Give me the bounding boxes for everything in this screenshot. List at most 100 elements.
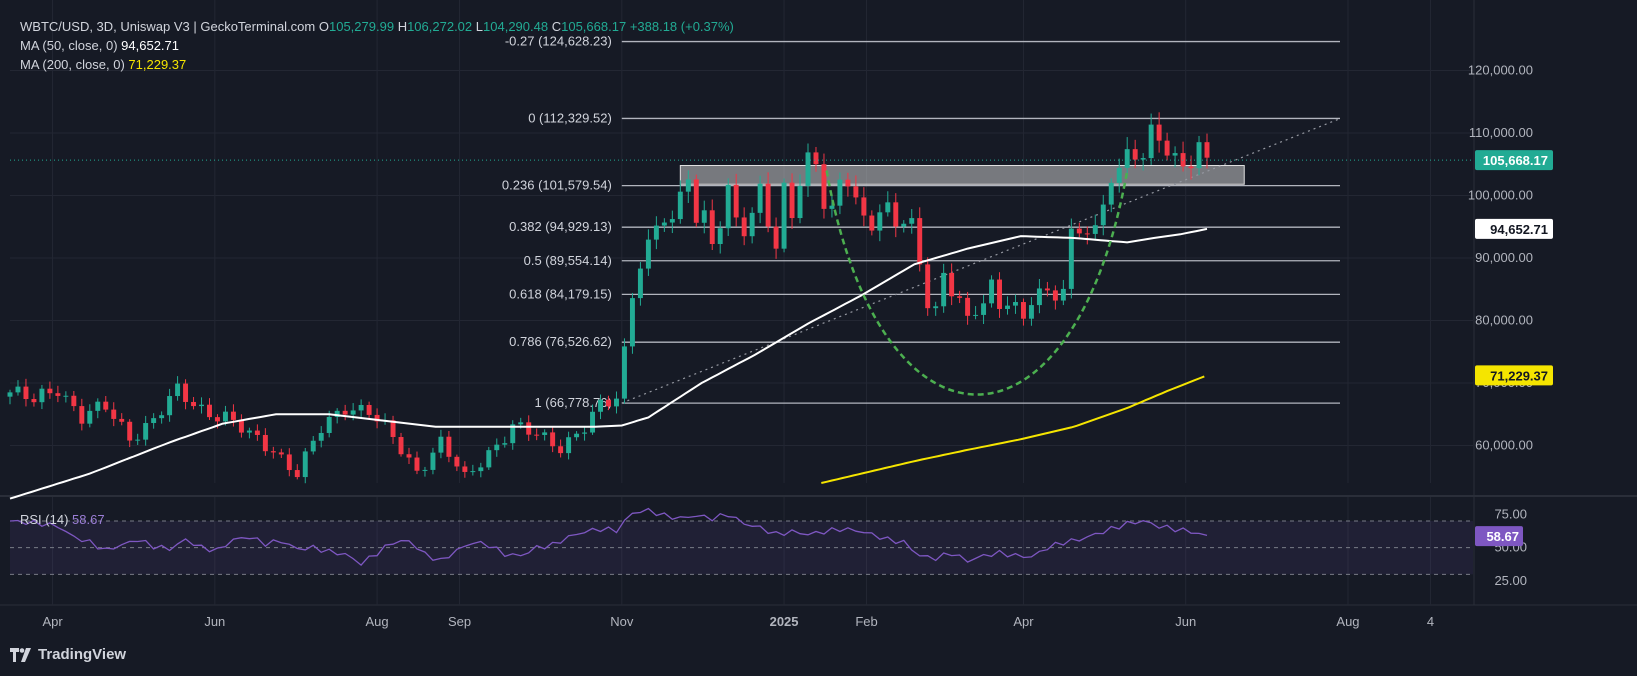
ma200-value: 71,229.37 — [128, 57, 187, 72]
candle-body — [733, 184, 739, 218]
candle-body — [1132, 149, 1138, 160]
candle-body — [366, 404, 372, 415]
candle-body — [183, 383, 189, 402]
candle-body — [414, 457, 420, 471]
candle-body — [917, 218, 923, 265]
price-axis-tick: 90,000.00 — [1475, 250, 1533, 265]
candle-body — [191, 401, 197, 407]
candle-body — [941, 272, 947, 307]
candle-body — [63, 395, 69, 397]
candle-body — [893, 202, 899, 227]
rsi-legend[interactable]: RSI (14) 58.67 — [20, 512, 105, 527]
candle-body — [262, 434, 268, 452]
candle-body — [781, 182, 787, 249]
candle-body — [957, 296, 963, 298]
time-axis-tick: Sep — [448, 614, 471, 629]
candle-body — [518, 422, 524, 425]
candle-body — [1204, 142, 1210, 158]
candle-body — [302, 451, 308, 478]
candle-body — [222, 411, 228, 422]
open-label: O — [318, 19, 329, 34]
high-label: H — [397, 19, 408, 34]
fib-level-label: 0.382 (94,929.13) — [509, 219, 612, 234]
ma50-legend[interactable]: MA (50, close, 0) 94,652.71 — [20, 38, 179, 53]
resistance-zone — [679, 165, 1245, 185]
candle-body — [566, 437, 572, 454]
candle-body — [1124, 149, 1130, 168]
last-price-badge-bg — [1475, 150, 1553, 171]
candle-body — [997, 279, 1002, 309]
fib-level-label: 0.236 (101,579.54) — [502, 178, 612, 193]
candle-body — [677, 191, 683, 220]
candle-body — [805, 152, 811, 186]
candle-body — [1180, 153, 1186, 167]
candle-body — [629, 298, 635, 347]
ma200-badge: 71,229.37 — [1475, 365, 1553, 386]
candle-body — [310, 440, 316, 452]
candle-body — [1140, 158, 1146, 160]
candle-body — [1060, 288, 1066, 301]
candle-body — [821, 164, 827, 209]
candle-body — [79, 406, 85, 424]
candle-body — [989, 279, 995, 304]
time-axis-tick: Nov — [610, 614, 634, 629]
candle-body — [254, 430, 260, 435]
price-axis-tick: 60,000.00 — [1475, 438, 1533, 453]
tradingview-logo[interactable]: TradingView — [10, 646, 126, 663]
ma50-value: 94,652.71 — [121, 38, 180, 53]
ma50-line — [9, 227, 1208, 500]
ma200-legend[interactable]: MA (200, close, 0) 71,229.37 — [20, 57, 186, 72]
candle-body — [1076, 228, 1082, 234]
candle-body — [534, 434, 540, 436]
rsi-label: RSI (14) — [20, 512, 69, 527]
candle-body — [199, 404, 204, 407]
close-label: C — [551, 19, 562, 34]
price-axis-tick: 120,000.00 — [1468, 63, 1533, 78]
cup-pattern-curve — [825, 170, 1129, 396]
candle-body — [558, 446, 564, 454]
candle-body — [326, 416, 332, 433]
candle-body — [270, 451, 276, 453]
high-value: 106,272.02 — [407, 19, 473, 34]
candle-body — [87, 410, 93, 424]
candle-body — [398, 437, 404, 455]
candle-body — [1116, 167, 1122, 183]
ma50-badge-bg — [1475, 218, 1553, 239]
candle-body — [103, 401, 109, 410]
candle-body — [1172, 153, 1178, 156]
candle-body — [135, 439, 141, 441]
candle-body — [215, 417, 220, 422]
candle-body — [462, 466, 468, 472]
rsi-value: 58.67 — [72, 512, 105, 527]
candle-body — [151, 418, 157, 424]
price-axis-tick: 110,000.00 — [1469, 125, 1533, 140]
close-value: 105,668.17 — [561, 19, 627, 34]
candle-body — [207, 404, 212, 418]
candle-body — [334, 410, 340, 417]
candle-body — [454, 456, 460, 467]
ma50-label: MA (50, close, 0) — [20, 38, 118, 53]
last-price-badge-text: 105,668.17 — [1483, 153, 1548, 168]
candle-body — [789, 182, 795, 219]
last-price-badge: 105,668.17 — [1475, 150, 1553, 171]
candle-body — [621, 346, 627, 399]
candle-body — [709, 210, 715, 245]
fib-level-label: 0.786 (76,526.62) — [509, 334, 612, 349]
candle-body — [119, 418, 125, 422]
candle-body — [717, 228, 723, 245]
candle-body — [318, 432, 324, 441]
candle-body — [861, 197, 867, 216]
candle-body — [1092, 225, 1098, 234]
candle-body — [933, 306, 939, 309]
candle-body — [965, 297, 971, 316]
candle-body — [1196, 142, 1202, 169]
candle-body — [358, 404, 364, 411]
rsi-badge-bg — [1475, 526, 1523, 547]
fib-level-label: 0.618 (84,179.15) — [509, 286, 612, 301]
ma50-badge-text: 94,652.71 — [1490, 222, 1548, 237]
candle-body — [1013, 302, 1018, 306]
candle-body — [7, 392, 13, 397]
candle-body — [111, 409, 117, 419]
